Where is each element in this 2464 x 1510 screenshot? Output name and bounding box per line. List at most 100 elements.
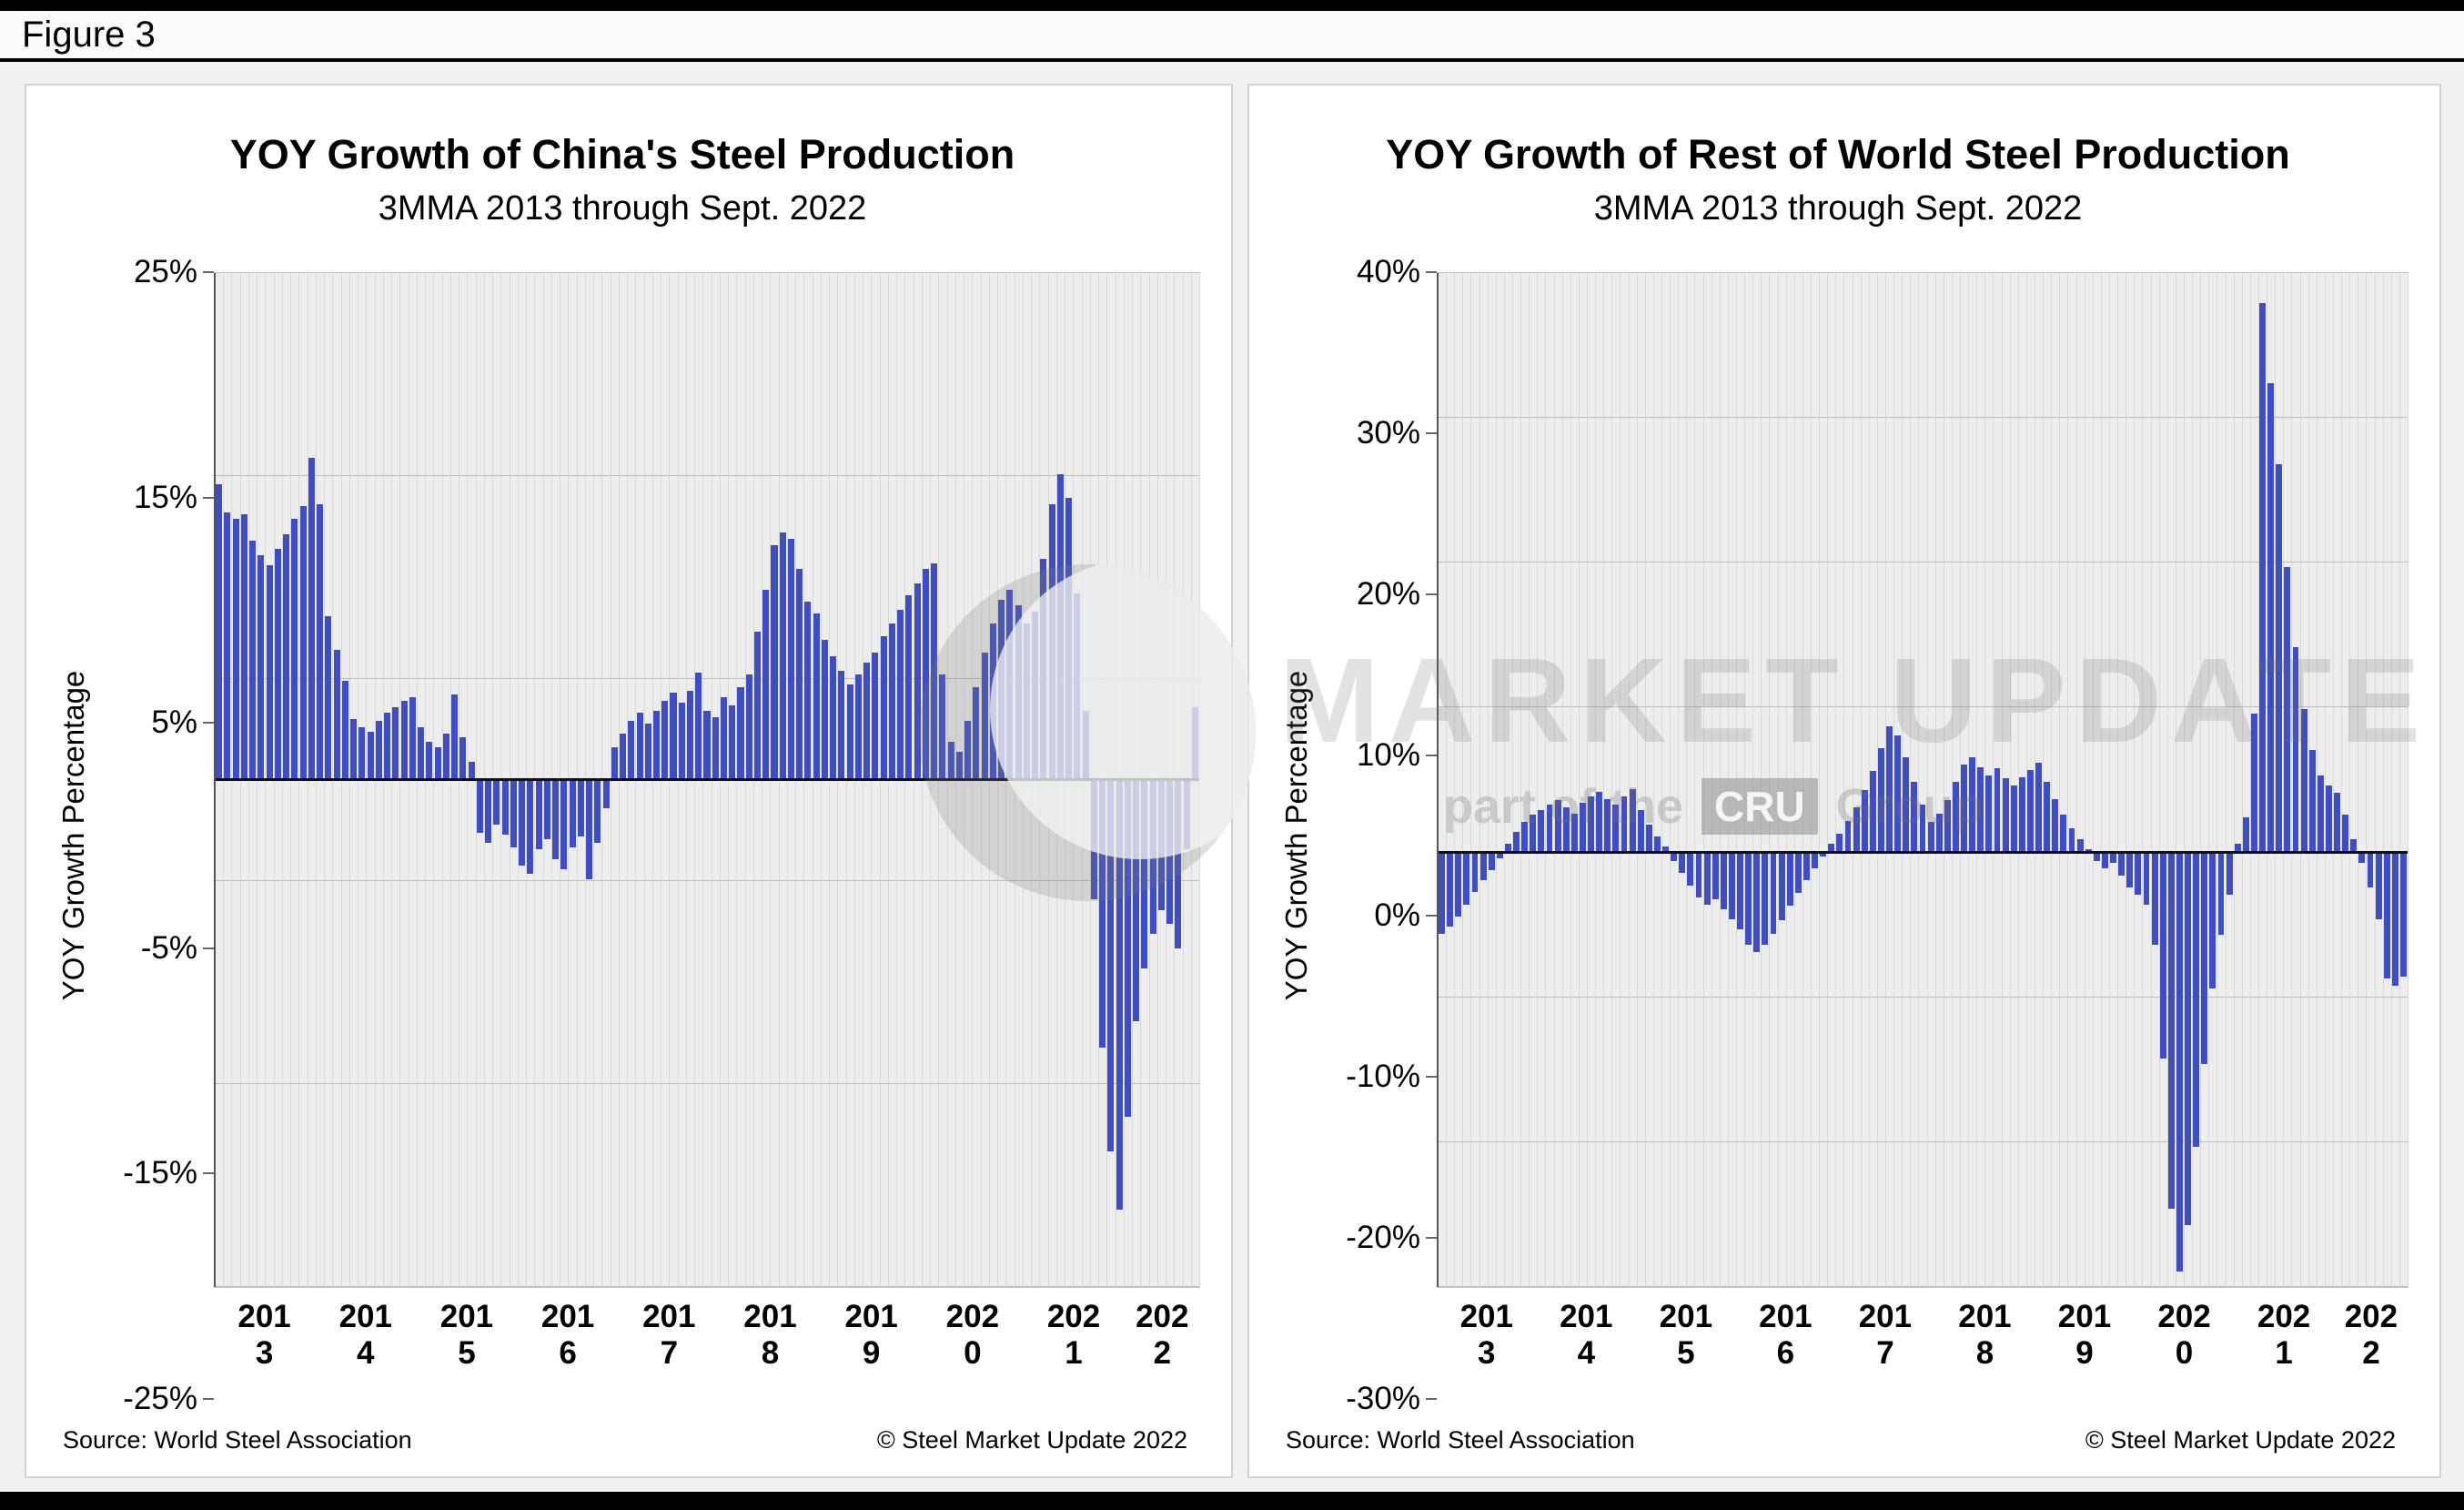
bar xyxy=(299,506,307,780)
bar xyxy=(1952,781,1959,853)
gridline-vertical xyxy=(1727,273,1729,1287)
bar xyxy=(240,514,247,780)
bar xyxy=(846,684,853,780)
chart-panel-rest-of-world: YOY Growth of Rest of World Steel Produc… xyxy=(1247,84,2441,1478)
copyright-note: © Steel Market Update 2022 xyxy=(2085,1426,2396,1454)
bar xyxy=(1820,852,1827,857)
bar xyxy=(712,716,719,780)
bar xyxy=(1166,780,1174,925)
gridline-vertical xyxy=(1479,273,1480,1287)
bar xyxy=(1762,852,1769,946)
bar xyxy=(2035,762,2042,853)
bar xyxy=(1911,781,1918,853)
bar xyxy=(519,780,526,866)
bar xyxy=(1969,756,1976,853)
bar xyxy=(2325,785,2332,853)
gridline-vertical xyxy=(2001,273,2003,1287)
bar xyxy=(1082,711,1089,780)
bar xyxy=(2110,852,2116,863)
bar xyxy=(594,780,601,844)
gridline-vertical xyxy=(2225,273,2227,1287)
bar xyxy=(2317,775,2324,853)
x-tick-label: 202 2 xyxy=(2344,1299,2398,1372)
gridline-vertical xyxy=(1976,273,1978,1287)
bar xyxy=(224,512,231,780)
bar xyxy=(1141,780,1148,969)
bar xyxy=(838,670,845,780)
bar xyxy=(1175,780,1182,948)
y-tick-mark xyxy=(1426,431,1437,434)
plot-wrapper: 201 3 201 4 201 5 201 6 201 7 201 8 201 9 202 0 202 1 202 2 xyxy=(214,272,1200,1399)
bar xyxy=(2250,713,2257,853)
chart-subtitle-row: 3MMA 2013 through Sept. 2022 xyxy=(1593,189,2083,228)
bar xyxy=(2143,852,2150,905)
bar xyxy=(1149,780,1156,935)
bar xyxy=(527,780,534,874)
gridline-vertical xyxy=(2249,273,2251,1287)
bar xyxy=(880,635,887,780)
bar xyxy=(1778,852,1785,921)
gridline-vertical xyxy=(1827,273,1829,1287)
bar xyxy=(947,741,954,780)
gridline-horizontal xyxy=(1438,1140,2408,1142)
bar xyxy=(931,562,938,780)
bar xyxy=(560,780,568,870)
bar xyxy=(1877,748,1884,853)
bar xyxy=(1065,498,1073,780)
bar xyxy=(2093,852,2100,862)
gridline-vertical xyxy=(2075,273,2077,1287)
x-tick-label: 201 9 xyxy=(844,1299,898,1372)
top-black-bar xyxy=(0,0,2464,11)
bar xyxy=(804,601,812,780)
bar xyxy=(552,780,560,859)
bar xyxy=(1621,796,1628,853)
bar xyxy=(2159,852,2166,1059)
bar xyxy=(1157,780,1165,910)
bar xyxy=(989,623,996,780)
bar xyxy=(905,595,913,780)
bar xyxy=(308,457,315,780)
bar xyxy=(1048,504,1055,780)
bar xyxy=(620,733,627,780)
bar xyxy=(291,518,298,780)
bar xyxy=(1554,800,1561,853)
gridline-vertical xyxy=(1503,273,1505,1287)
gridline-vertical xyxy=(1843,273,1845,1287)
bar xyxy=(392,706,399,780)
gridline-vertical xyxy=(1620,273,1621,1287)
bar xyxy=(2060,815,2067,853)
gridline-vertical xyxy=(215,273,216,1287)
gridline-vertical xyxy=(1694,273,1696,1287)
bar xyxy=(1546,805,1553,853)
gridline-vertical xyxy=(2025,273,2027,1287)
y-tick-mark xyxy=(1426,915,1437,917)
bar xyxy=(501,780,509,836)
bar xyxy=(1745,852,1752,946)
bar xyxy=(1604,798,1611,853)
bar xyxy=(762,589,770,780)
bar xyxy=(1439,852,1446,934)
bar xyxy=(703,711,711,780)
gridline-horizontal xyxy=(215,677,1199,679)
bar xyxy=(2276,464,2283,853)
gridline-vertical xyxy=(1520,273,1522,1287)
x-axis-labels: 201 3 201 4 201 5 201 6 201 7 201 8 201 9 202 0 202 1 202 2 xyxy=(214,1299,1200,1399)
plot-area-china xyxy=(214,272,1200,1288)
bar xyxy=(813,613,820,780)
bar xyxy=(333,650,340,780)
bar xyxy=(586,780,593,880)
x-tick-label: 201 4 xyxy=(338,1299,392,1372)
bar xyxy=(283,534,290,780)
panel-footer: Source: World Steel Association © Steel … xyxy=(45,1399,1200,1464)
bar xyxy=(1074,593,1081,780)
y-tick-label: 25% xyxy=(133,254,197,289)
bar xyxy=(476,780,483,833)
y-tick-mark xyxy=(203,722,214,725)
bar xyxy=(325,615,332,780)
bar xyxy=(384,713,391,780)
bar xyxy=(510,780,517,847)
y-tick-mark xyxy=(203,1172,214,1175)
bar xyxy=(2201,852,2208,1064)
bar xyxy=(779,532,786,780)
bar xyxy=(2026,769,2034,853)
